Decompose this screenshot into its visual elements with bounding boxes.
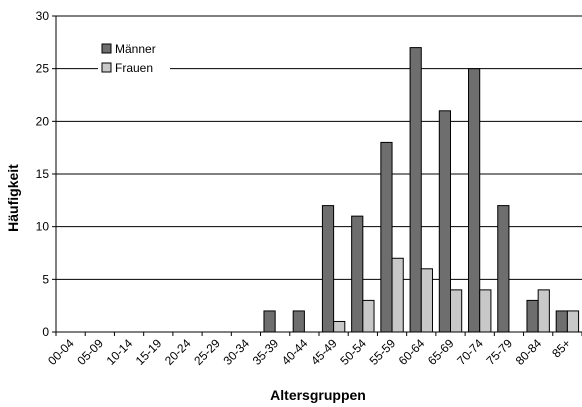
x-tick-labels: 00-0405-0910-1415-1920-2425-2930-3435-39…	[45, 336, 573, 368]
bar-frauen-45-49	[333, 320, 346, 333]
x-tick-label: 30-34	[220, 336, 252, 368]
x-tick-label: 80-84	[513, 336, 545, 368]
x-tick-label: 45-49	[308, 336, 340, 368]
bar-frauen-65-69	[450, 289, 463, 333]
bar-frauen-50-54	[362, 299, 375, 333]
bar-maenner-40-44	[292, 310, 305, 333]
y-tick-label: 30	[36, 9, 50, 23]
bar-maenner-65-69	[438, 110, 451, 333]
bar-frauen-80-84	[537, 289, 550, 333]
x-tick-label: 40-44	[279, 336, 311, 368]
x-tick-label: 00-04	[45, 336, 77, 368]
x-tick-label: 85+	[549, 336, 573, 360]
legend-swatch	[101, 43, 112, 54]
bar-maenner-85+	[555, 310, 568, 333]
x-tick-label: 05-09	[74, 336, 106, 368]
x-tick-label: 65-69	[425, 336, 457, 368]
x-tick-label: 20-24	[162, 336, 194, 368]
x-tick-label: 35-39	[250, 336, 282, 368]
bar-frauen-55-59	[391, 257, 404, 333]
x-tick-label: 75-79	[483, 336, 515, 368]
x-tick-label: 55-59	[367, 336, 399, 368]
bar-frauen-70-74	[479, 289, 492, 333]
bar-frauen-60-64	[420, 268, 433, 333]
y-tick-label: 10	[36, 220, 50, 234]
legend-label: Männer	[115, 42, 156, 56]
x-tick-label: 60-64	[396, 336, 428, 368]
legend-label: Frauen	[115, 61, 153, 75]
bar-maenner-55-59	[380, 141, 393, 333]
y-tick-label: 20	[36, 114, 50, 128]
bar-maenner-75-79	[497, 205, 510, 333]
x-axis-title: Altersgruppen	[270, 387, 366, 403]
y-axis-title: Häufigkeit	[5, 164, 21, 232]
y-tick-label: 25	[36, 62, 50, 76]
bar-maenner-80-84	[526, 299, 539, 333]
x-tick-label: 15-19	[133, 336, 165, 368]
legend-swatch	[101, 62, 112, 73]
y-tick-label: 15	[36, 167, 50, 181]
bar-frauen-85+	[566, 310, 580, 333]
bar-maenner-45-49	[321, 205, 335, 333]
bars	[263, 47, 580, 333]
x-tick-label: 50-54	[337, 336, 369, 368]
y-tick-labels: 0 5 10 15 20 25 30	[36, 9, 50, 339]
bar-maenner-60-64	[409, 47, 422, 333]
y-tick-label: 0	[42, 325, 49, 339]
legend: Männer Frauen	[98, 40, 170, 82]
bar-maenner-35-39	[263, 310, 276, 333]
y-tick-label: 5	[42, 272, 49, 286]
x-tick-label: 10-14	[104, 336, 136, 368]
bar-maenner-70-74	[468, 68, 481, 333]
x-tick-label: 70-74	[454, 336, 486, 368]
axes	[52, 15, 582, 336]
x-tick-label: 25-29	[191, 336, 223, 368]
bar-maenner-50-54	[351, 215, 364, 333]
